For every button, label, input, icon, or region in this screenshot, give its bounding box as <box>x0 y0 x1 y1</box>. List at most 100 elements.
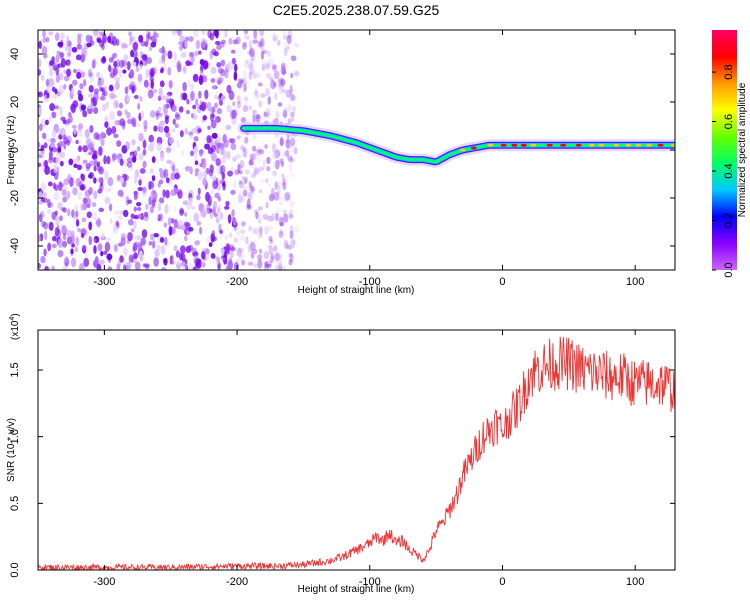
heatmap-noise-cell <box>158 112 163 117</box>
heatmap-noise-cell <box>284 193 291 202</box>
heatmap-noise-cell <box>104 169 109 180</box>
heatmap-noise-cell <box>59 106 63 117</box>
heatmap-noise-cell <box>225 200 230 207</box>
heatmap-noise-cell <box>52 92 57 100</box>
heatmap-noise-cell <box>83 78 87 87</box>
heatmap-noise-cell <box>173 205 177 213</box>
colorbar: 0.0 0.2 0.4 0.6 0.8 Normalized spectral ampl… <box>712 30 748 278</box>
heatmap-noise-cell <box>129 68 135 79</box>
heatmap-noise-cell <box>142 149 147 156</box>
heatmap-noise-cell <box>245 59 250 64</box>
heatmap-noise-cell <box>243 30 249 35</box>
heatmap-noise-cell <box>156 244 161 251</box>
heatmap-noise-cell <box>137 243 143 254</box>
heatmap-noise-cell <box>246 204 252 211</box>
heatmap-noise-cell <box>182 92 188 101</box>
heatmap-noise-cell <box>71 46 78 53</box>
heatmap-noise-cell <box>67 173 72 184</box>
heatmap-noise-cell <box>293 70 300 77</box>
heatmap-noise-cell <box>180 224 186 231</box>
heatmap-noise-cell <box>116 140 122 147</box>
heatmap-noise-cell <box>109 218 113 224</box>
heatmap-noise-cell <box>38 162 42 168</box>
heatmap-noise-cell <box>255 211 259 220</box>
heatmap-noise-cell <box>163 50 168 57</box>
heatmap-noise-cell <box>148 46 152 51</box>
heatmap-noise-cell <box>270 107 276 112</box>
heatmap-noise-cell <box>78 180 84 190</box>
heatmap-noise-cell <box>60 32 65 40</box>
heatmap-noise-cell <box>43 221 49 230</box>
heatmap-noise-cell <box>253 167 260 175</box>
heatmap-noise-cell <box>255 72 262 79</box>
heatmap-noise-cell <box>256 90 260 101</box>
heatmap-noise-cell <box>258 148 265 155</box>
heatmap-noise-cell <box>282 182 287 191</box>
heatmap-noise-cell <box>242 145 246 152</box>
snr-line-marks <box>38 336 675 570</box>
heatmap-noise-cell <box>210 66 217 75</box>
heatmap-noise-cell <box>278 258 282 268</box>
heatmap-noise-cell <box>127 119 133 125</box>
heatmap-noise-cell <box>91 59 96 70</box>
heatmap-noise-cell <box>68 112 72 118</box>
heatmap-noise-cell <box>142 139 147 149</box>
heatmap-noise-cell <box>244 169 251 175</box>
heatmap-noise-cell <box>275 111 279 120</box>
heatmap-noise-cell <box>180 52 187 58</box>
heatmap-noise-cell <box>172 187 178 195</box>
heatmap-noise-cell <box>133 206 137 212</box>
heatmap-noise-cell <box>242 189 247 195</box>
heatmap-noise-cell <box>182 262 187 270</box>
heatmap-noise-cell <box>181 149 185 156</box>
heatmap-noise-cell <box>233 217 237 227</box>
heatmap-noise-cell <box>57 146 62 153</box>
heatmap-peak-cell <box>511 143 518 147</box>
heatmap-noise-cell <box>240 117 247 123</box>
colorbar-tick-label: 0.0 <box>723 262 735 277</box>
heatmap-noise-cell <box>44 159 48 169</box>
heatmap-noise-cell <box>72 187 78 196</box>
heatmap-noise-cell <box>257 82 263 87</box>
heatmap-noise-cell <box>80 53 86 63</box>
snr-x-tick-label: 0 <box>499 576 505 588</box>
heatmap-noise-cell <box>214 93 218 100</box>
heatmap-noise-cell <box>220 164 226 175</box>
heatmap-noise-cell <box>126 261 132 270</box>
heatmap-noise-cell <box>179 209 184 215</box>
heatmap-noise-cell <box>188 134 194 140</box>
heatmap-noise-cell <box>82 159 88 164</box>
heatmap-noise-cell <box>103 90 108 97</box>
heatmap-noise-cell <box>105 187 112 193</box>
heatmap-noise-cell <box>111 153 118 161</box>
heatmap-noise-cell <box>249 45 253 55</box>
heatmap-noise-cell <box>117 259 122 268</box>
snr-scale-exponent: 4 <box>9 317 16 321</box>
heatmap-noise-cell <box>118 59 125 69</box>
heatmap-noise-cell <box>272 36 279 42</box>
heatmap-noise-cell <box>274 180 278 189</box>
heatmap-noise-cell <box>242 186 248 197</box>
heatmap-noise-cell <box>81 183 86 191</box>
heatmap-noise-cell <box>141 54 148 62</box>
heatmap-noise-cell <box>77 35 82 45</box>
heatmap-noise-cell <box>53 191 60 201</box>
heatmap-noise-cell <box>114 210 120 215</box>
heatmap-noise-cell <box>259 30 265 36</box>
heatmap-peak-cell <box>560 143 567 147</box>
heatmap-noise-cell <box>148 134 155 143</box>
heatmap-noise-cell <box>38 40 42 50</box>
heatmap-noise-cell <box>289 230 294 240</box>
heatmap-noise-cell <box>229 246 236 252</box>
heatmap-noise-cell <box>43 142 48 149</box>
heatmap-noise-cell <box>194 51 199 57</box>
spectrogram-y-tick-label: 20 <box>9 96 21 108</box>
heatmap-noise-cell <box>214 40 221 46</box>
heatmap-noise-cell <box>157 214 161 222</box>
heatmap-noise-cell <box>250 52 256 62</box>
heatmap-noise-cell <box>274 259 281 265</box>
heatmap-noise-cell <box>193 212 200 223</box>
heatmap-noise-cell <box>189 166 193 175</box>
heatmap-noise-cell <box>165 189 170 199</box>
